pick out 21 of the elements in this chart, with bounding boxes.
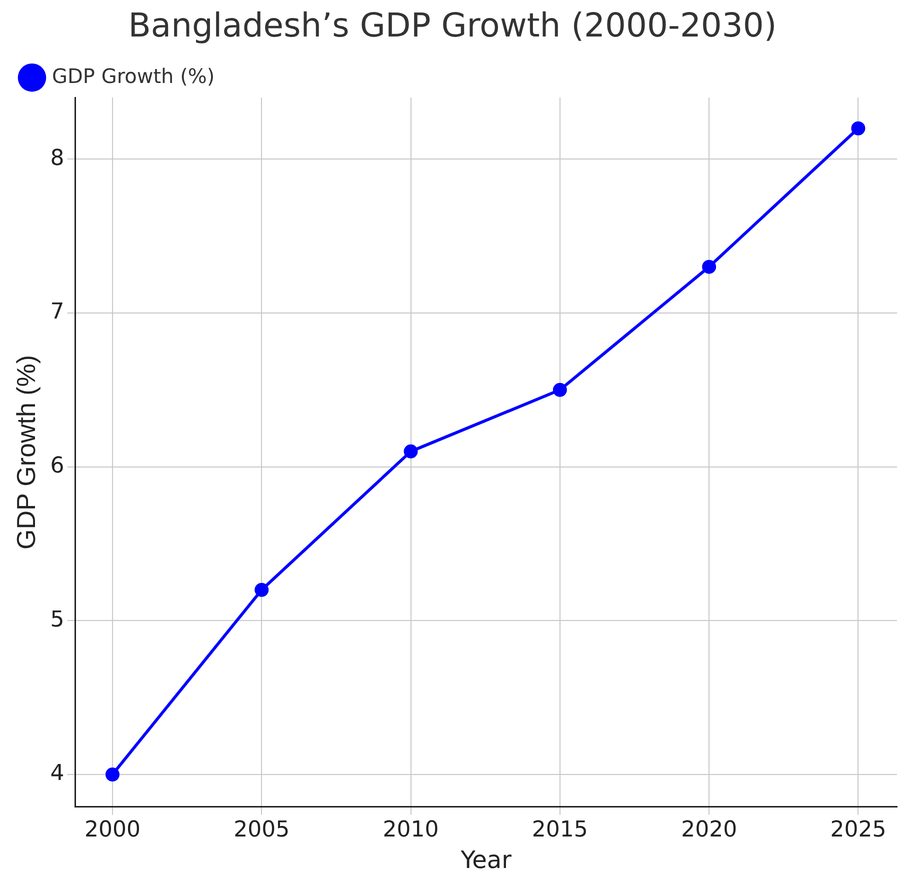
y-tick-label: 4	[50, 761, 64, 786]
legend-label: GDP Growth (%)	[52, 64, 215, 88]
x-tick-label: 2025	[830, 818, 886, 843]
x-tick-label: 2000	[84, 818, 140, 843]
point	[404, 444, 418, 458]
point	[702, 260, 716, 274]
y-tick-label: 8	[50, 146, 64, 171]
x-tick-label: 2015	[532, 818, 588, 843]
chart-title: Bangladesh’s GDP Growth (2000-2030)	[128, 5, 777, 44]
y-axis-title: GDP Growth (%)	[10, 354, 41, 550]
y-tick-label: 7	[50, 300, 64, 325]
point	[254, 582, 269, 597]
point	[851, 121, 866, 136]
x-tick-label: 2005	[234, 818, 290, 843]
y-tick-label: 6	[50, 454, 64, 479]
point	[105, 767, 120, 782]
x-tick-label: 2010	[382, 818, 439, 843]
x-tick-label: 2020	[681, 818, 738, 843]
x-axis-title: Year	[460, 846, 512, 874]
point	[552, 382, 567, 397]
y-tick-label: 5	[50, 607, 64, 632]
